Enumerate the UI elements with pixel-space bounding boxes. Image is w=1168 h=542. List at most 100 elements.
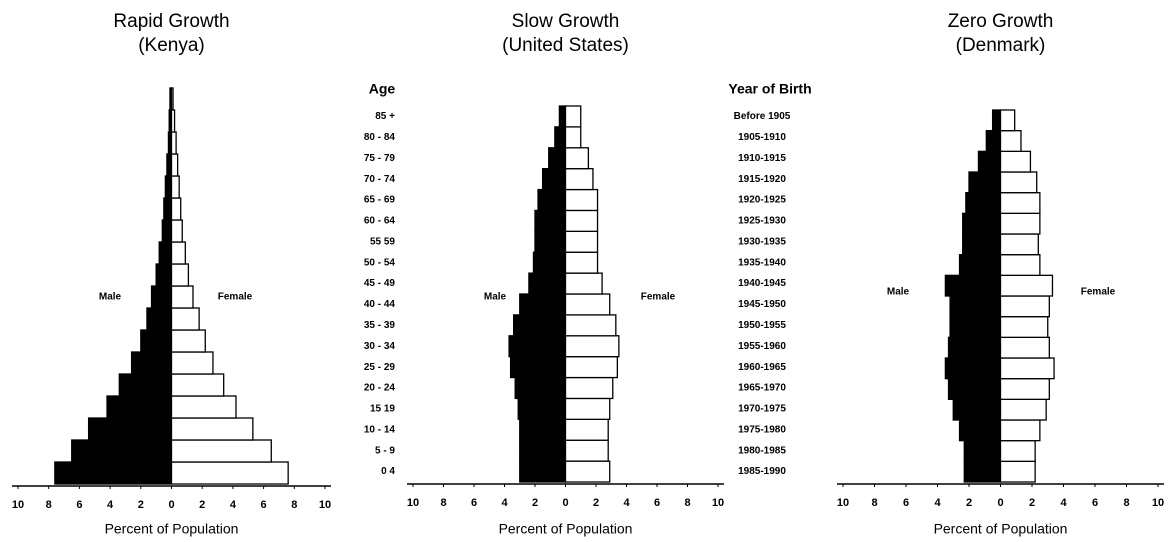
- bar: [513, 314, 567, 337]
- bar: [146, 307, 173, 331]
- x-tick-label: 0: [562, 497, 568, 509]
- x-tick-label: 0: [997, 497, 1003, 509]
- bar: [991, 109, 1002, 132]
- bar: [54, 461, 173, 485]
- y-tick-label: 75 - 79: [364, 153, 396, 164]
- x-tick-label: 6: [471, 497, 477, 509]
- bar: [150, 285, 173, 309]
- bar: [170, 307, 200, 331]
- bar: [944, 357, 1002, 380]
- legend-label: Female: [1081, 287, 1116, 298]
- bar: [564, 460, 611, 483]
- x-tick-label: 4: [934, 497, 941, 509]
- x-axis-label: Percent of Population: [499, 521, 633, 537]
- bar: [155, 263, 173, 287]
- legend-label: Female: [641, 292, 676, 303]
- x-tick-label: 4: [1060, 497, 1067, 509]
- bar: [558, 105, 567, 128]
- x-axis-label: Percent of Population: [105, 521, 239, 537]
- birth-year-label: 1945-1950: [738, 299, 786, 310]
- bar: [519, 439, 567, 462]
- bar: [170, 175, 180, 199]
- birth-year-label: Before 1905: [734, 111, 791, 122]
- bar: [962, 233, 1002, 256]
- bar: [962, 212, 1002, 235]
- chart-subtitle: (United States): [502, 35, 629, 56]
- bar: [170, 109, 176, 133]
- bar: [564, 105, 582, 128]
- bar: [170, 417, 254, 441]
- bar: [564, 147, 590, 170]
- chart-subtitle: (Kenya): [138, 35, 205, 56]
- birth-year-header: Year of Birth: [728, 81, 811, 97]
- x-tick-label: 2: [593, 497, 599, 509]
- y-tick-label: 50 - 54: [364, 257, 396, 268]
- bar: [71, 439, 173, 463]
- y-tick-label: 45 - 49: [364, 278, 396, 289]
- bar: [999, 109, 1016, 132]
- bar: [158, 241, 173, 265]
- birth-year-label: 1950-1955: [738, 320, 786, 331]
- x-tick-label: 6: [903, 497, 909, 509]
- bar: [161, 219, 173, 243]
- bar: [999, 233, 1039, 256]
- bar: [170, 439, 272, 463]
- bar: [534, 230, 567, 253]
- bar: [968, 171, 1002, 194]
- y-tick-label: 40 - 44: [364, 299, 396, 310]
- bar: [963, 460, 1002, 483]
- bar: [554, 126, 567, 149]
- y-tick-label: 35 - 39: [364, 320, 396, 331]
- bar: [170, 219, 183, 243]
- birth-year-label: 1910-1915: [738, 153, 786, 164]
- bar: [519, 460, 567, 483]
- x-tick-label: 10: [319, 499, 331, 511]
- x-tick-label: 10: [837, 497, 849, 509]
- bar: [532, 251, 567, 274]
- bar: [947, 336, 1002, 359]
- y-tick-label: 60 - 64: [364, 216, 396, 227]
- bar: [564, 188, 599, 212]
- bar: [534, 209, 567, 232]
- bar: [170, 351, 214, 375]
- bar: [999, 460, 1036, 483]
- bar: [564, 230, 599, 253]
- x-tick-label: 8: [871, 497, 877, 509]
- bar: [509, 356, 567, 379]
- bar: [514, 376, 567, 400]
- x-tick-label: 6: [76, 499, 82, 511]
- bar: [528, 272, 567, 295]
- bar: [965, 192, 1002, 214]
- y-tick-label: 5 - 9: [375, 445, 395, 456]
- x-tick-label: 2: [966, 497, 972, 509]
- bar: [999, 150, 1032, 173]
- bar: [999, 440, 1036, 462]
- bar: [170, 285, 194, 309]
- bar: [977, 150, 1002, 173]
- bar: [130, 351, 173, 375]
- y-tick-label: 10 - 14: [364, 424, 396, 435]
- bar: [999, 171, 1038, 194]
- x-tick-label: 4: [230, 499, 237, 511]
- birth-year-label: 1905-1910: [738, 132, 786, 143]
- birth-year-label: 1935-1940: [738, 257, 786, 268]
- x-tick-label: 10: [407, 497, 419, 509]
- bar: [170, 241, 186, 265]
- bar: [163, 197, 173, 221]
- x-tick-label: 6: [654, 497, 660, 509]
- bar: [999, 378, 1050, 400]
- bar: [166, 153, 173, 177]
- bar: [999, 192, 1041, 214]
- bar: [564, 439, 609, 462]
- bar: [564, 126, 582, 149]
- legend-label: Male: [484, 292, 507, 303]
- bar: [564, 168, 594, 191]
- legend-label: Male: [887, 287, 910, 298]
- x-tick-label: 6: [1092, 497, 1098, 509]
- bar: [999, 398, 1047, 421]
- bar: [170, 329, 206, 353]
- bar: [170, 87, 174, 111]
- chart-title: Rapid Growth: [113, 11, 229, 32]
- y-tick-label: 30 - 34: [364, 341, 396, 352]
- bar: [170, 131, 177, 155]
